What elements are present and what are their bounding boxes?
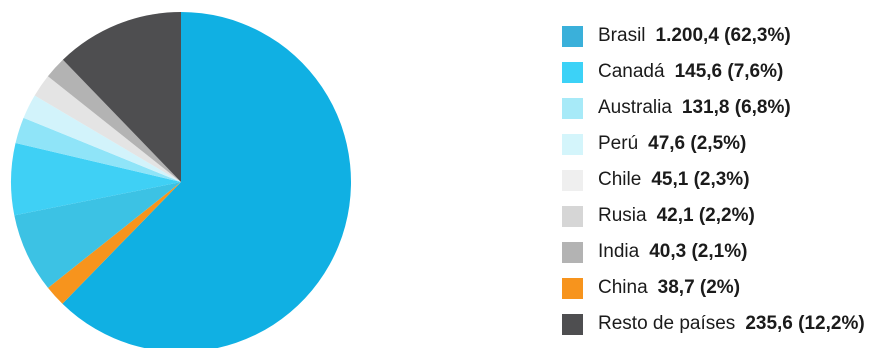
legend-item-brasil: Brasil 1.200,4 (62,3%) bbox=[562, 18, 893, 54]
pie-slice-per- bbox=[15, 117, 181, 182]
legend-swatch bbox=[562, 133, 583, 155]
legend-value: 38,7 (2%) bbox=[657, 277, 741, 298]
legend-value: 42,1 (2,2%) bbox=[656, 205, 755, 226]
pie-chart-area bbox=[0, 0, 360, 352]
legend-value: 145,6 (7,6%) bbox=[674, 61, 784, 82]
legend-item-per-: Perú 47,6 (2,5%) bbox=[562, 126, 893, 162]
legend-swatch bbox=[562, 25, 583, 47]
legend-item-rusia: Rusia 42,1 (2,2%) bbox=[562, 198, 893, 234]
legend-label: India bbox=[598, 241, 640, 262]
legend-label: China bbox=[598, 277, 648, 298]
legend-value: 40,3 (2,1%) bbox=[649, 241, 748, 262]
legend-value: 235,6 (12,2%) bbox=[745, 313, 865, 334]
pie-chart bbox=[11, 11, 352, 352]
legend-label: Canadá bbox=[598, 61, 665, 82]
legend-value: 45,1 (2,3%) bbox=[651, 169, 750, 190]
legend-swatch bbox=[562, 277, 583, 299]
legend-value: 47,6 (2,5%) bbox=[648, 133, 747, 154]
legend-item-australia: Australia 131,8 (6,8%) bbox=[562, 90, 893, 126]
legend-item-resto-de-pa-ses: Resto de países 235,6 (12,2%) bbox=[562, 306, 893, 342]
legend-value: 131,8 (6,8%) bbox=[681, 97, 791, 118]
legend-value: 1.200,4 (62,3%) bbox=[655, 25, 791, 46]
legend-item-chile: Chile 45,1 (2,3%) bbox=[562, 162, 893, 198]
legend-item-india: India 40,3 (2,1%) bbox=[562, 234, 893, 270]
pie-slice-chile bbox=[23, 95, 181, 182]
legend-swatch bbox=[562, 97, 583, 119]
legend-label: Resto de países bbox=[598, 313, 736, 334]
pie-slice-china bbox=[48, 182, 181, 304]
pie-slice-australia bbox=[11, 142, 181, 216]
legend-label: Rusia bbox=[598, 205, 647, 226]
legend-swatch bbox=[562, 205, 583, 227]
pie-slice-rusia bbox=[34, 76, 181, 182]
legend-swatch bbox=[562, 169, 583, 191]
legend-item-canad-: Canadá 145,6 (7,6%) bbox=[562, 54, 893, 90]
pie-slice-resto-de-pa-ses bbox=[62, 12, 181, 182]
pie-slice-canad- bbox=[14, 182, 181, 288]
legend-label: Brasil bbox=[598, 25, 646, 46]
legend-label: Australia bbox=[598, 97, 672, 118]
legend-swatch bbox=[562, 61, 583, 83]
legend-label: Perú bbox=[598, 133, 639, 154]
legend-swatch bbox=[562, 313, 583, 335]
legend-swatch bbox=[562, 241, 583, 263]
legend-label: Chile bbox=[598, 169, 642, 190]
legend-item-china: China 38,7 (2%) bbox=[562, 270, 893, 306]
pie-slice-india bbox=[47, 59, 181, 183]
chart-legend: Brasil 1.200,4 (62,3%) Canadá 145,6 (7,6%) A… bbox=[562, 18, 893, 342]
pie-slice-brasil bbox=[62, 11, 352, 352]
